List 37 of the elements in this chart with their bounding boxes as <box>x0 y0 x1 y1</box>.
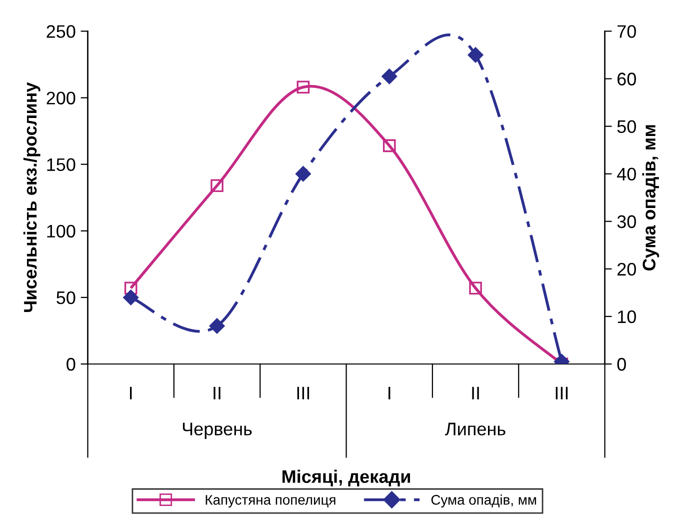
legend-label: Сума опадів, мм <box>431 494 536 508</box>
y2-tick-label: 70 <box>618 25 636 38</box>
point <box>123 290 139 306</box>
point <box>382 139 396 152</box>
y-tick-label: 50 <box>56 291 76 304</box>
y-axis-title: Чисельність екз./рослину <box>23 82 40 312</box>
point <box>382 68 398 84</box>
y2-axis-title: Сума опадів, мм <box>642 125 660 271</box>
y2-tick-label: 50 <box>617 120 636 134</box>
x-tick-label: I <box>130 386 132 400</box>
point <box>468 47 484 63</box>
y-tick-label: 250 <box>46 25 76 38</box>
x-tick-label: I <box>388 386 390 400</box>
x-tick-label: II <box>472 386 479 400</box>
x-tick-label: III <box>297 386 310 400</box>
point <box>296 80 310 94</box>
x-axis-title: Місяці, декади <box>282 470 410 486</box>
x-tick-label: II <box>214 386 220 400</box>
point <box>469 282 482 295</box>
point <box>210 179 224 192</box>
text: Червень <box>182 422 252 439</box>
y2-tick-label: 10 <box>618 310 636 324</box>
x-tick-label: III <box>556 386 568 400</box>
y-tick-label: 0 <box>66 358 76 371</box>
y2-tick-label: 0 <box>617 358 626 371</box>
y2-tick-label: 30 <box>617 215 636 228</box>
y2-tick-label: 60 <box>618 72 636 86</box>
y-tick-label: 150 <box>47 158 76 172</box>
y2-tick-label: 20 <box>618 262 636 276</box>
point <box>295 166 311 182</box>
y-tick-label: 200 <box>46 92 76 104</box>
point <box>209 318 225 334</box>
y-tick-label: 100 <box>47 224 76 238</box>
y2-tick-label: 40 <box>617 168 636 181</box>
text: Липень <box>445 422 506 436</box>
point <box>124 282 138 295</box>
legend-label: Капустяна попелиця <box>206 495 336 508</box>
